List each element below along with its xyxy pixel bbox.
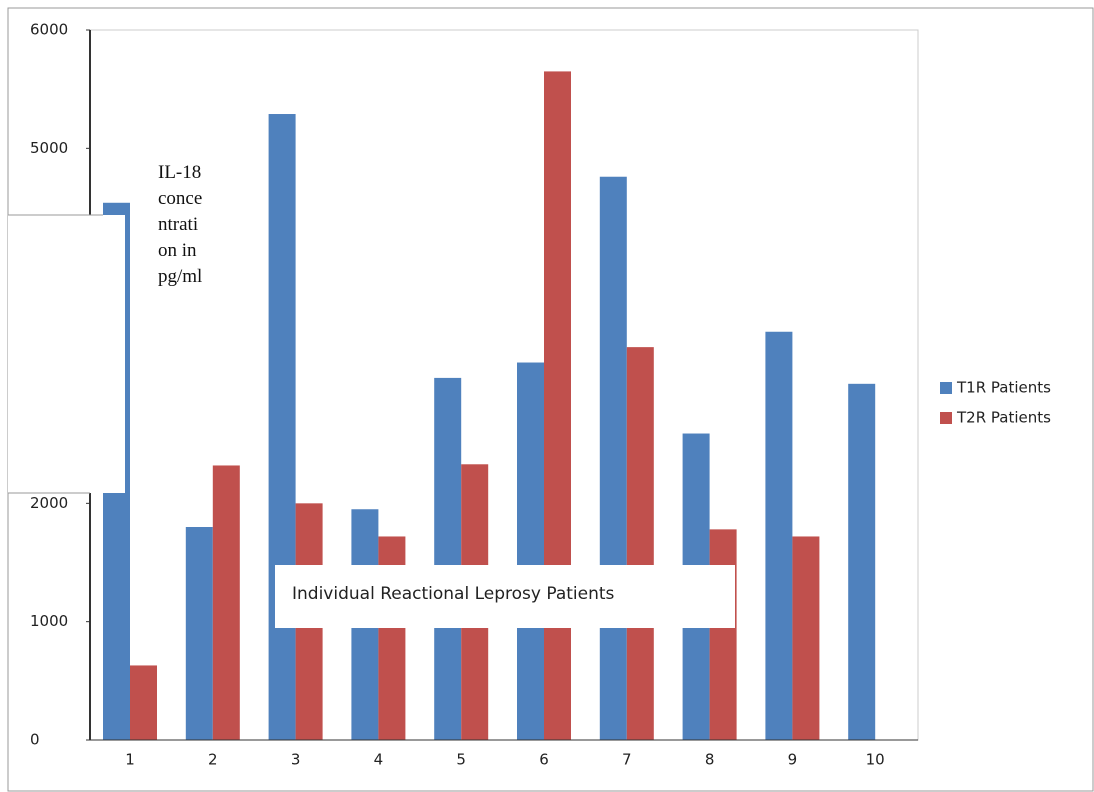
x-tick-label: 5: [456, 751, 466, 769]
x-axis-title: Individual Reactional Leprosy Patients: [275, 565, 735, 628]
bar: [626, 347, 654, 740]
legend-label: T2R Patients: [956, 409, 1051, 427]
x-tick-label: 3: [291, 751, 301, 769]
legend-swatch: [940, 412, 952, 424]
bar: [434, 377, 462, 740]
cover-box: [150, 155, 208, 465]
bar: [599, 176, 627, 740]
x-tick-label: 4: [374, 751, 384, 769]
bar: [517, 362, 544, 740]
bar: [268, 114, 296, 741]
x-tick-label: 1: [125, 751, 135, 769]
y-axis-title: IL-18 concentration in pg/ml: [158, 162, 203, 287]
y-tick-label: 6000: [30, 21, 68, 39]
bar: [765, 331, 793, 740]
cover-box: [8, 215, 125, 493]
y-tick-label: 1000: [30, 612, 68, 630]
y-tick-label: 0: [30, 731, 40, 749]
bar: [544, 71, 571, 740]
x-tick-label: 10: [866, 751, 885, 769]
x-tick-label: 2: [208, 751, 218, 769]
x-tick-label: 6: [539, 751, 549, 769]
x-tick-label: 7: [622, 751, 632, 769]
x-tick-label: 9: [788, 751, 798, 769]
bar: [709, 529, 737, 740]
bar: [212, 465, 240, 740]
bar: [848, 383, 876, 740]
bar: [792, 536, 820, 740]
legend-label: T1R Patients: [956, 379, 1051, 397]
y-tick-label: 2000: [30, 494, 68, 512]
x-tick-label: 8: [705, 751, 715, 769]
legend-swatch: [940, 382, 952, 394]
y-tick-label: 5000: [30, 139, 68, 157]
bar: [185, 527, 213, 740]
bar: [130, 665, 157, 740]
